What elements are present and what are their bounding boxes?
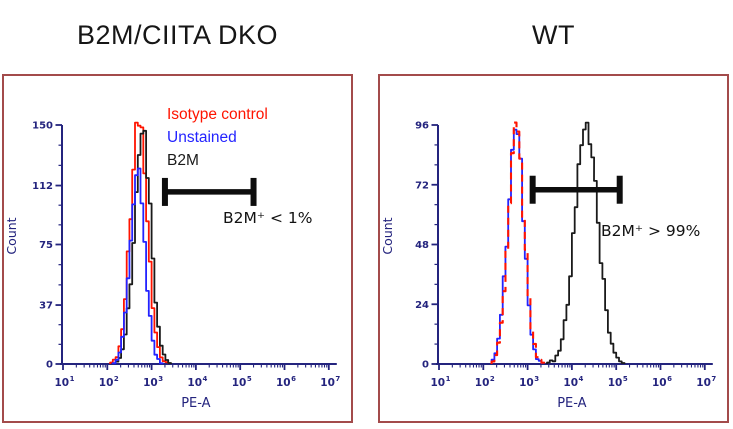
svg-text:150: 150 xyxy=(32,121,53,132)
gate-label-wt: B2M⁺ > 99% xyxy=(601,222,701,240)
svg-text:PE-A: PE-A xyxy=(181,396,210,411)
svg-text:106: 106 xyxy=(652,375,672,389)
svg-text:112: 112 xyxy=(32,181,53,192)
svg-text:0: 0 xyxy=(46,360,53,371)
legend-item-unstained: Unstained xyxy=(167,129,237,146)
panel-title-dko: B2M/CIITA DKO xyxy=(76,20,279,50)
svg-text:107: 107 xyxy=(320,375,340,389)
svg-text:106: 106 xyxy=(276,375,296,389)
gate-label-dko: B2M⁺ < 1% xyxy=(223,209,313,227)
svg-text:104: 104 xyxy=(187,375,207,389)
legend: Isotype control Unstained B2M xyxy=(167,103,268,172)
svg-text:Count: Count xyxy=(4,217,19,254)
svg-text:105: 105 xyxy=(608,375,628,389)
svg-text:101: 101 xyxy=(55,375,75,389)
svg-text:24: 24 xyxy=(415,300,429,311)
svg-text:105: 105 xyxy=(232,375,252,389)
svg-text:75: 75 xyxy=(39,240,53,251)
svg-text:102: 102 xyxy=(475,375,495,389)
svg-text:PE-A: PE-A xyxy=(557,396,586,411)
panel-title-wt: WT xyxy=(532,20,575,50)
panel-dko: 0 37 75 112 150 101 102 103 104 105 106 107 Count PE-… xyxy=(2,74,353,423)
svg-text:0: 0 xyxy=(422,360,429,371)
svg-text:102: 102 xyxy=(99,375,119,389)
svg-text:96: 96 xyxy=(415,121,429,132)
svg-text:103: 103 xyxy=(519,375,539,389)
flow-histogram-dko: 0 37 75 112 150 101 102 103 104 105 106 107 Count PE-… xyxy=(4,121,340,412)
svg-text:37: 37 xyxy=(39,301,53,312)
panel-wt: 0 24 48 72 96 101 102 103 104 105 106 107 Count PE-A … xyxy=(378,74,729,423)
legend-item-b2m: B2M xyxy=(167,152,199,169)
flow-histogram-wt: 0 24 48 72 96 101 102 103 104 105 106 107 Count PE-A xyxy=(380,121,716,412)
legend-item-isotype-control: Isotype control xyxy=(167,106,268,123)
svg-text:Count: Count xyxy=(380,217,395,254)
svg-text:104: 104 xyxy=(563,375,583,389)
svg-text:107: 107 xyxy=(696,375,716,389)
svg-text:101: 101 xyxy=(431,375,451,389)
svg-text:72: 72 xyxy=(415,180,429,191)
svg-text:48: 48 xyxy=(415,240,429,251)
svg-text:103: 103 xyxy=(143,375,163,389)
